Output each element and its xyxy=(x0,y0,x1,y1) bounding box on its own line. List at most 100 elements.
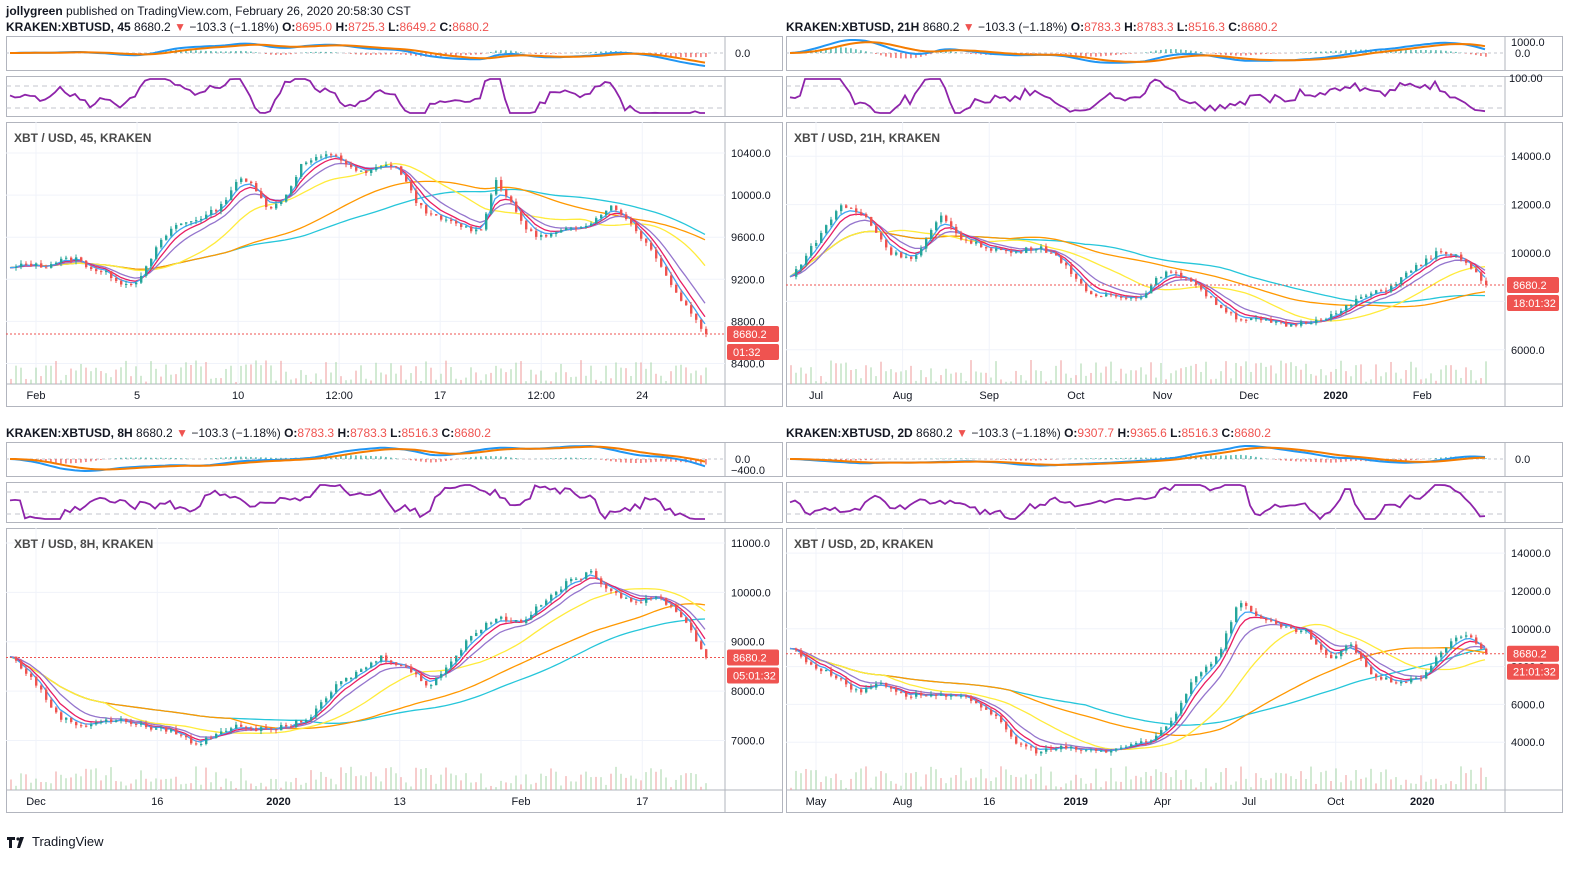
macd-signal-line xyxy=(790,446,1486,466)
x-tick-label: Dec xyxy=(1239,390,1259,402)
x-tick-label: 17 xyxy=(636,796,648,808)
y-tick-label: 9000.0 xyxy=(731,637,765,649)
last-price-label: 8680.2 xyxy=(1513,649,1547,661)
moving-average-line xyxy=(789,616,1486,752)
moving-average-line xyxy=(9,180,706,270)
last-price-tag[interactable]: 8680.2 18:01:32 xyxy=(1507,276,1559,311)
moving-average-line xyxy=(789,229,1486,322)
symbol-name: KRAKEN:XBTUSD, 8H xyxy=(6,426,133,440)
x-tick-label: 2020 xyxy=(266,796,290,808)
moving-average-line xyxy=(9,188,706,270)
moving-average-line xyxy=(9,155,706,325)
x-tick-label: 16 xyxy=(983,796,995,808)
main-pane-title: XBT / USD, 8H, KRAKEN xyxy=(14,537,153,551)
chart-svg[interactable]: 0.0−400.0 7000.0 8000.0 9000.0 10000.0 11000.… xyxy=(6,442,783,820)
down-triangle-icon: ▼ xyxy=(956,426,968,440)
x-tick-label: 12:00 xyxy=(527,390,555,402)
ohlc-h: 8783.3 xyxy=(1136,20,1174,34)
moving-average-line xyxy=(789,213,1486,325)
ohlc-key-c: C: xyxy=(441,426,455,440)
x-tick-label: Apr xyxy=(1154,796,1171,808)
moving-average-line xyxy=(9,574,706,743)
symbol-name: KRAKEN:XBTUSD, 2D xyxy=(786,426,913,440)
down-triangle-icon: ▼ xyxy=(176,426,188,440)
chart-svg[interactable]: 0.0 8400.0 8800.0 9200.0 9600.0 10000.0 10400.… xyxy=(6,36,783,414)
moving-average-line xyxy=(9,162,706,304)
macd-low-label: −400.0 xyxy=(731,465,765,477)
price-change: −103.3 (−1.18%) xyxy=(189,20,279,34)
main-pane-title: XBT / USD, 45, KRAKEN xyxy=(14,131,151,145)
macd-top-label: 1000.0 xyxy=(1511,37,1545,49)
ohlc-c: 8680.2 xyxy=(452,20,489,34)
symbol-header: KRAKEN:XBTUSD, 2D 8680.2 ▼ −103.3 (−1.18… xyxy=(786,426,1271,440)
rsi-line xyxy=(9,78,705,114)
publisher-user[interactable]: jollygreen xyxy=(6,4,63,18)
tradingview-logo-icon xyxy=(7,836,24,848)
ohlc-key-o: O: xyxy=(1064,426,1078,440)
x-tick-label: 16 xyxy=(151,796,163,808)
price-change: −103.3 (−1.18%) xyxy=(191,426,281,440)
x-tick-label: Dec xyxy=(26,796,46,808)
x-tick-label: 24 xyxy=(636,390,648,402)
moving-average-line xyxy=(9,587,706,734)
x-tick-label: Feb xyxy=(27,390,46,402)
ohlc-c: 8680.2 xyxy=(454,426,491,440)
last-price-label: 8680.2 xyxy=(733,329,767,341)
ohlc-l: 8516.3 xyxy=(1188,20,1225,34)
x-tick-label: 2019 xyxy=(1064,796,1088,808)
bar-countdown: 18:01:32 xyxy=(1513,298,1556,310)
last-price-tag[interactable]: 8680.2 21:01:32 xyxy=(1507,645,1559,680)
y-tick-label: 8000.0 xyxy=(731,686,765,698)
ohlc-l: 8649.2 xyxy=(399,20,437,34)
ohlc-o: 8695.0 xyxy=(295,20,333,34)
footer[interactable]: TradingView xyxy=(6,834,104,849)
bar-countdown: 01:32 xyxy=(733,347,761,359)
volume-bars xyxy=(790,766,1487,790)
ohlc-c: 8680.2 xyxy=(1234,426,1271,440)
x-tick-label: Oct xyxy=(1327,796,1344,808)
macd-signal-line xyxy=(789,41,1486,63)
chart-svg[interactable]: 0.01000.0100.006000.08000.010000.012000.… xyxy=(786,36,1563,414)
chart-panel-p8h[interactable]: KRAKEN:XBTUSD, 8H 8680.2 ▼ −103.3 (−1.18… xyxy=(6,426,783,827)
symbol-name: KRAKEN:XBTUSD, 45 xyxy=(6,20,131,34)
moving-average-line xyxy=(789,230,1486,308)
last-price-label: 8680.2 xyxy=(733,653,767,665)
down-triangle-icon: ▼ xyxy=(962,20,975,34)
rsi-top-label: 100.00 xyxy=(1509,73,1543,85)
last-price: 8680.2 xyxy=(136,426,173,440)
moving-average-line xyxy=(789,623,1486,751)
symbol-header: KRAKEN:XBTUSD, 8H 8680.2 ▼ −103.3 (−1.18… xyxy=(6,426,491,440)
y-tick-label: 9200.0 xyxy=(731,274,765,286)
chart-panel-p45[interactable]: KRAKEN:XBTUSD, 45 8680.2 ▼ −103.3 (−1.18… xyxy=(6,20,783,421)
y-tick-label: 6000.0 xyxy=(1511,345,1545,357)
chart-panel-p2d[interactable]: KRAKEN:XBTUSD, 2D 8680.2 ▼ −103.3 (−1.18… xyxy=(786,426,1563,827)
ohlc-key-l: L: xyxy=(1176,20,1189,34)
ohlc-o: 8783.3 xyxy=(1084,20,1121,34)
x-tick-label: Feb xyxy=(1413,390,1432,402)
y-tick-label: 10000.0 xyxy=(1511,624,1551,636)
chart-svg[interactable]: 0.04000.06000.08000.010000.012000.014000… xyxy=(786,442,1563,820)
symbol-header: KRAKEN:XBTUSD, 21H 8680.2 ▼ −103.3 (−1.1… xyxy=(786,20,1278,34)
y-tick-label: 12000.0 xyxy=(1511,586,1551,598)
ohlc-key-h: H: xyxy=(1124,20,1137,34)
y-tick-label: 7000.0 xyxy=(731,735,765,747)
candles xyxy=(795,203,1488,328)
y-tick-label: 8400.0 xyxy=(731,358,765,370)
last-price-tag[interactable]: 8680.2 01:32 xyxy=(727,326,779,361)
last-price: 8680.2 xyxy=(922,20,960,34)
footer-brand: TradingView xyxy=(32,834,104,849)
moving-average-line xyxy=(9,157,706,318)
rsi-line xyxy=(9,484,705,520)
chart-panel-p21h[interactable]: KRAKEN:XBTUSD, 21H 8680.2 ▼ −103.3 (−1.1… xyxy=(786,20,1563,421)
x-tick-label: 2020 xyxy=(1323,390,1347,402)
x-tick-label: 5 xyxy=(134,390,140,402)
ohlc-key-h: H: xyxy=(337,426,351,440)
x-tick-label: Sep xyxy=(979,390,999,402)
last-price-tag[interactable]: 8680.2 05:01:32 xyxy=(727,649,779,684)
macd-zero-label: 0.0 xyxy=(1515,454,1530,466)
x-tick-label: Oct xyxy=(1067,390,1084,402)
y-tick-label: 10000.0 xyxy=(731,587,771,599)
ohlc-key-h: H: xyxy=(335,20,349,34)
moving-average-line xyxy=(9,577,706,741)
moving-average-line xyxy=(9,603,706,730)
